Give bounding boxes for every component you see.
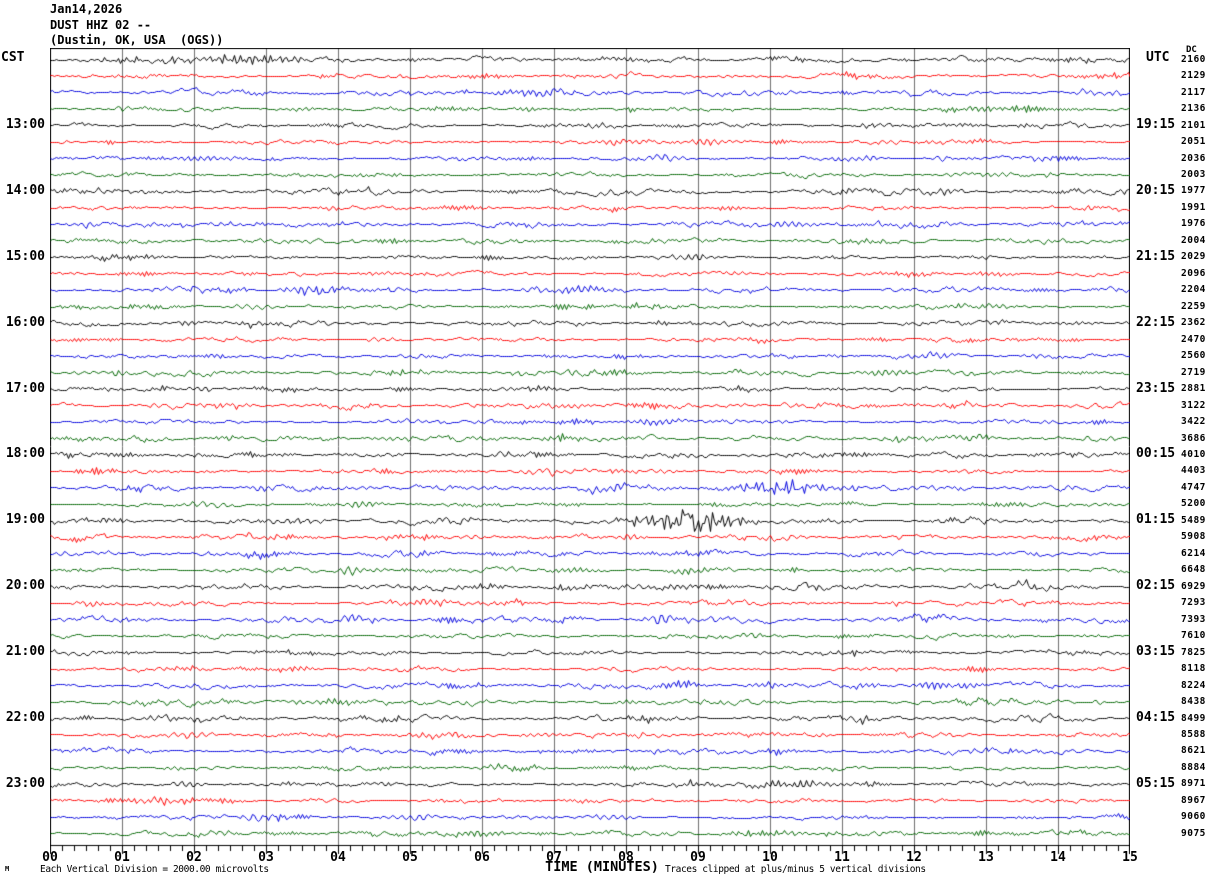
cst-time-label: 14:00 [5,182,45,198]
cst-time-label: 19:00 [5,512,45,528]
x-axis-tick-label: 09 [690,850,706,865]
dc-offset-value: 7293 [1181,597,1206,609]
x-axis-tick-label: 06 [474,850,490,865]
x-axis-tick-label: 05 [402,850,418,865]
dc-offset-value: 2096 [1181,267,1206,279]
title-block: Jan14,2026 DUST HHZ 02 -- (Dustin, OK, U… [50,2,223,49]
dc-offset-value: 7393 [1181,613,1206,625]
x-axis-tick-label: 07 [546,850,562,865]
utc-time-label: 04:15 [1136,710,1176,725]
dc-offset-value: 8224 [1181,679,1206,691]
dc-offset-value: 2362 [1181,317,1206,329]
x-axis-tick-label: 15 [1122,850,1138,865]
dc-offset-value: 6648 [1181,564,1206,576]
dc-offset-value: 2036 [1181,152,1206,164]
seismogram-canvas [50,48,1130,858]
x-axis-title: TIME (MINUTES) [545,859,659,875]
cst-time-label: 15:00 [5,248,45,264]
dc-offset-value: 2259 [1181,300,1206,312]
utc-time-label: 23:15 [1136,380,1176,396]
utc-time-label: 00:15 [1136,446,1176,462]
title-date: Jan14,2026 [50,2,123,16]
dc-offset-value: 7610 [1181,630,1206,642]
x-axis-tick-label: 00 [42,850,58,865]
dc-offset-value: 2101 [1181,119,1206,131]
x-axis-tick-label: 10 [762,850,778,865]
dc-offset-value: 4747 [1181,481,1206,493]
dc-offset-value: 4010 [1181,448,1206,460]
dc-offset-value: 2881 [1181,383,1206,395]
x-axis-tick-label: 01 [114,850,130,865]
utc-time-label: 21:15 [1136,248,1176,264]
utc-axis-header: UTC [1146,50,1170,65]
utc-time-label: 19:15 [1136,117,1176,133]
dc-offset-value: 2136 [1181,103,1206,115]
x-axis-tick-label: 03 [258,850,274,865]
utc-time-label: 05:15 [1136,775,1176,791]
cst-time-label: 22:00 [5,710,45,725]
dc-offset-value: 8621 [1181,745,1206,757]
title-station: DUST HHZ 02 -- [50,17,152,32]
dc-offset-value: 3686 [1181,432,1206,444]
dc-offset-value: 3122 [1181,399,1206,411]
dc-offset-value: 2003 [1181,168,1206,180]
dc-offset-value: 2129 [1181,70,1206,82]
cst-time-label: 21:00 [5,644,45,660]
dc-offset-value: 5489 [1181,514,1206,526]
utc-time-label: 03:15 [1136,644,1176,660]
dc-offset-value: 2029 [1181,251,1206,263]
cst-time-label: 23:00 [5,775,45,791]
cst-time-label: 20:00 [5,578,45,594]
dc-offset-value: 8967 [1181,794,1206,806]
dc-offset-value: 1977 [1181,185,1206,197]
clip-note: Traces clipped at plus/minus 5 vertical … [665,864,926,875]
dc-offset-value: 8438 [1181,696,1206,708]
dc-offset-value: 7825 [1181,646,1206,658]
x-axis-tick-label: 02 [186,850,202,865]
dc-offset-value: 8588 [1181,728,1206,740]
cst-axis-header: CST [1,50,25,65]
dc-column-header: DC [1186,45,1197,55]
cst-time-label: 18:00 [5,446,45,462]
utc-time-label: 22:15 [1136,314,1176,330]
dc-offset-value: 6929 [1181,580,1206,592]
dc-offset-value: 2560 [1181,350,1206,362]
watermark-glyph: M [5,865,10,873]
x-axis-tick-label: 11 [834,850,850,865]
cst-time-label: 17:00 [5,380,45,396]
dc-offset-value: 1991 [1181,201,1206,213]
dc-offset-value: 5200 [1181,498,1206,510]
utc-time-label: 01:15 [1136,512,1176,528]
scale-note: Each Vertical Division = 2000.00 microvo… [40,864,269,875]
dc-offset-value: 8884 [1181,761,1206,773]
dc-offset-value: 8499 [1181,712,1206,724]
utc-time-label: 20:15 [1136,182,1176,198]
dc-offset-value: 2204 [1181,284,1206,296]
dc-offset-value: 8971 [1181,778,1206,790]
dc-offset-value: 2117 [1181,86,1206,98]
utc-time-label: 02:15 [1136,578,1176,594]
x-axis-tick-label: 13 [978,850,994,865]
dc-offset-value: 1976 [1181,218,1206,230]
title-location: (Dustin, OK, USA (OGS)) [50,33,224,47]
cst-time-label: 16:00 [5,314,45,330]
dc-offset-value: 9075 [1181,827,1206,839]
dc-offset-value: 2051 [1181,136,1206,148]
x-axis-tick-label: 12 [906,850,922,865]
dc-offset-value: 8118 [1181,663,1206,675]
x-axis-tick-label: 04 [330,850,346,865]
dc-offset-value: 2160 [1181,53,1206,65]
x-axis-tick-label: 14 [1050,850,1066,865]
dc-offset-value: 2004 [1181,234,1206,246]
x-axis-tick-label: 08 [618,850,634,865]
dc-offset-value: 2719 [1181,366,1206,378]
dc-offset-value: 5908 [1181,531,1206,543]
dc-offset-value: 9060 [1181,811,1206,823]
cst-time-label: 13:00 [5,117,45,133]
dc-offset-value: 6214 [1181,547,1206,559]
dc-offset-value: 3422 [1181,416,1206,428]
dc-offset-value: 4403 [1181,465,1206,477]
dc-offset-value: 2470 [1181,333,1206,345]
